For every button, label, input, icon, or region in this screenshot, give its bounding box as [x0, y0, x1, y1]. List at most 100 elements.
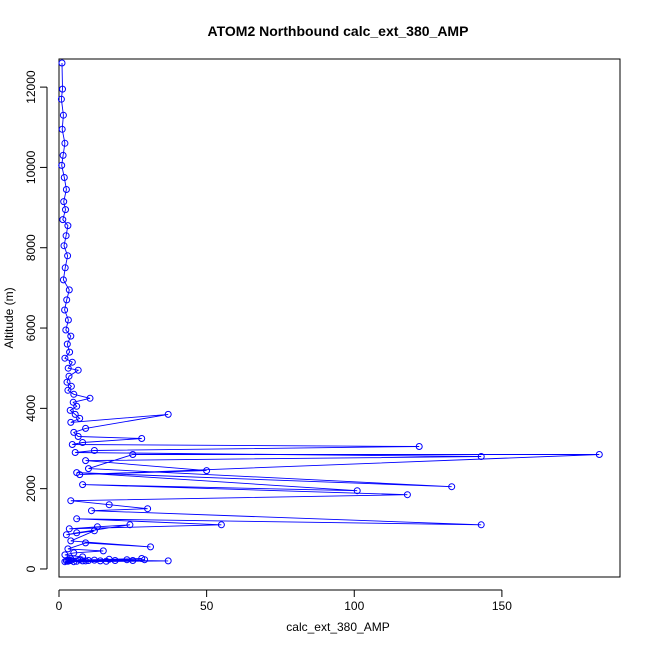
data-point [353, 487, 361, 495]
data-point [61, 306, 69, 314]
data-point [62, 232, 70, 240]
data-point [477, 453, 485, 460]
data-point [86, 394, 94, 402]
data-point [90, 527, 98, 535]
data-point [85, 465, 92, 473]
data-point [59, 85, 66, 93]
data-point [61, 264, 69, 272]
data-point [58, 161, 66, 169]
data-point [67, 557, 75, 564]
chart-title: ATOM2 Northbound calc_ext_380_AMP [208, 23, 469, 39]
data-point [60, 198, 68, 206]
data-point [74, 433, 82, 440]
data-point [147, 543, 154, 551]
data-point [63, 296, 71, 304]
data-point [403, 491, 411, 499]
series-line [60, 62, 600, 563]
data-point [64, 557, 72, 565]
data-point [64, 386, 72, 394]
data-point [203, 467, 211, 475]
data-point [90, 556, 98, 564]
data-point [59, 111, 67, 119]
data-point [67, 332, 75, 340]
x-tick-label: 150 [492, 599, 512, 613]
y-tick-label: 4000 [24, 395, 38, 422]
data-point [595, 451, 603, 458]
data-point [59, 276, 67, 284]
data-point [82, 457, 90, 465]
data-point [79, 557, 87, 565]
data-point [64, 316, 72, 324]
data-point [71, 449, 79, 456]
data-point [67, 418, 75, 426]
data-point [138, 435, 146, 442]
data-point [67, 537, 75, 545]
x-tick-label: 50 [200, 599, 214, 613]
data-point [415, 443, 423, 450]
data-point [76, 414, 84, 422]
data-point [65, 372, 73, 380]
y-tick-label: 6000 [24, 314, 38, 341]
data-point [61, 139, 69, 147]
data-point [126, 521, 134, 529]
data-point [58, 125, 66, 133]
data-point [144, 505, 152, 513]
data-point [82, 539, 90, 547]
data-point [69, 398, 77, 406]
data-point [141, 556, 149, 564]
data-point [164, 410, 172, 418]
data-point [70, 428, 78, 436]
y-tick-label: 8000 [24, 234, 38, 261]
data-point [73, 529, 81, 537]
data-point [70, 549, 78, 557]
data-point [68, 441, 76, 448]
data-point [62, 206, 69, 214]
data-point [105, 501, 113, 509]
data-point [164, 557, 172, 565]
x-tick-label: 0 [56, 599, 63, 613]
y-axis: 0 2000 4000 6000 8000 10000 12000 [24, 70, 48, 572]
data-point [73, 469, 81, 477]
data-point [67, 497, 75, 505]
data-point [64, 545, 72, 553]
data-point [64, 252, 72, 260]
data-point [66, 406, 74, 414]
y-tick-label: 2000 [24, 475, 38, 502]
data-point [90, 447, 98, 454]
data-point [68, 358, 76, 366]
data-point [63, 378, 71, 386]
y-tick-label: 0 [24, 565, 38, 572]
series-layer [57, 59, 603, 566]
data-point [59, 216, 67, 224]
data-point [60, 174, 68, 181]
data-point [61, 354, 69, 362]
data-point [129, 451, 137, 458]
data-point [66, 348, 74, 356]
data-point [59, 151, 67, 159]
data-point [65, 286, 73, 294]
data-point [79, 481, 87, 489]
data-point [70, 390, 78, 398]
data-point [62, 531, 70, 539]
data-point [82, 557, 90, 565]
x-axis-label: calc_ext_380_AMP [286, 620, 389, 634]
data-point [79, 439, 87, 446]
data-point [477, 521, 485, 529]
plot-frame [58, 58, 621, 578]
data-point [58, 59, 66, 67]
x-axis: 0 50 100 150 [56, 589, 512, 613]
y-axis-label: Altitude (m) [2, 287, 16, 348]
data-point [111, 557, 119, 564]
data-point [217, 521, 225, 529]
data-point [88, 507, 95, 515]
data-point [67, 382, 75, 390]
data-point [71, 410, 79, 418]
y-tick-label: 10000 [24, 150, 38, 184]
data-point [102, 557, 110, 565]
data-point [62, 326, 70, 334]
data-point [74, 366, 82, 374]
data-point [64, 222, 72, 230]
data-point [62, 186, 70, 193]
x-tick-label: 100 [344, 599, 364, 613]
